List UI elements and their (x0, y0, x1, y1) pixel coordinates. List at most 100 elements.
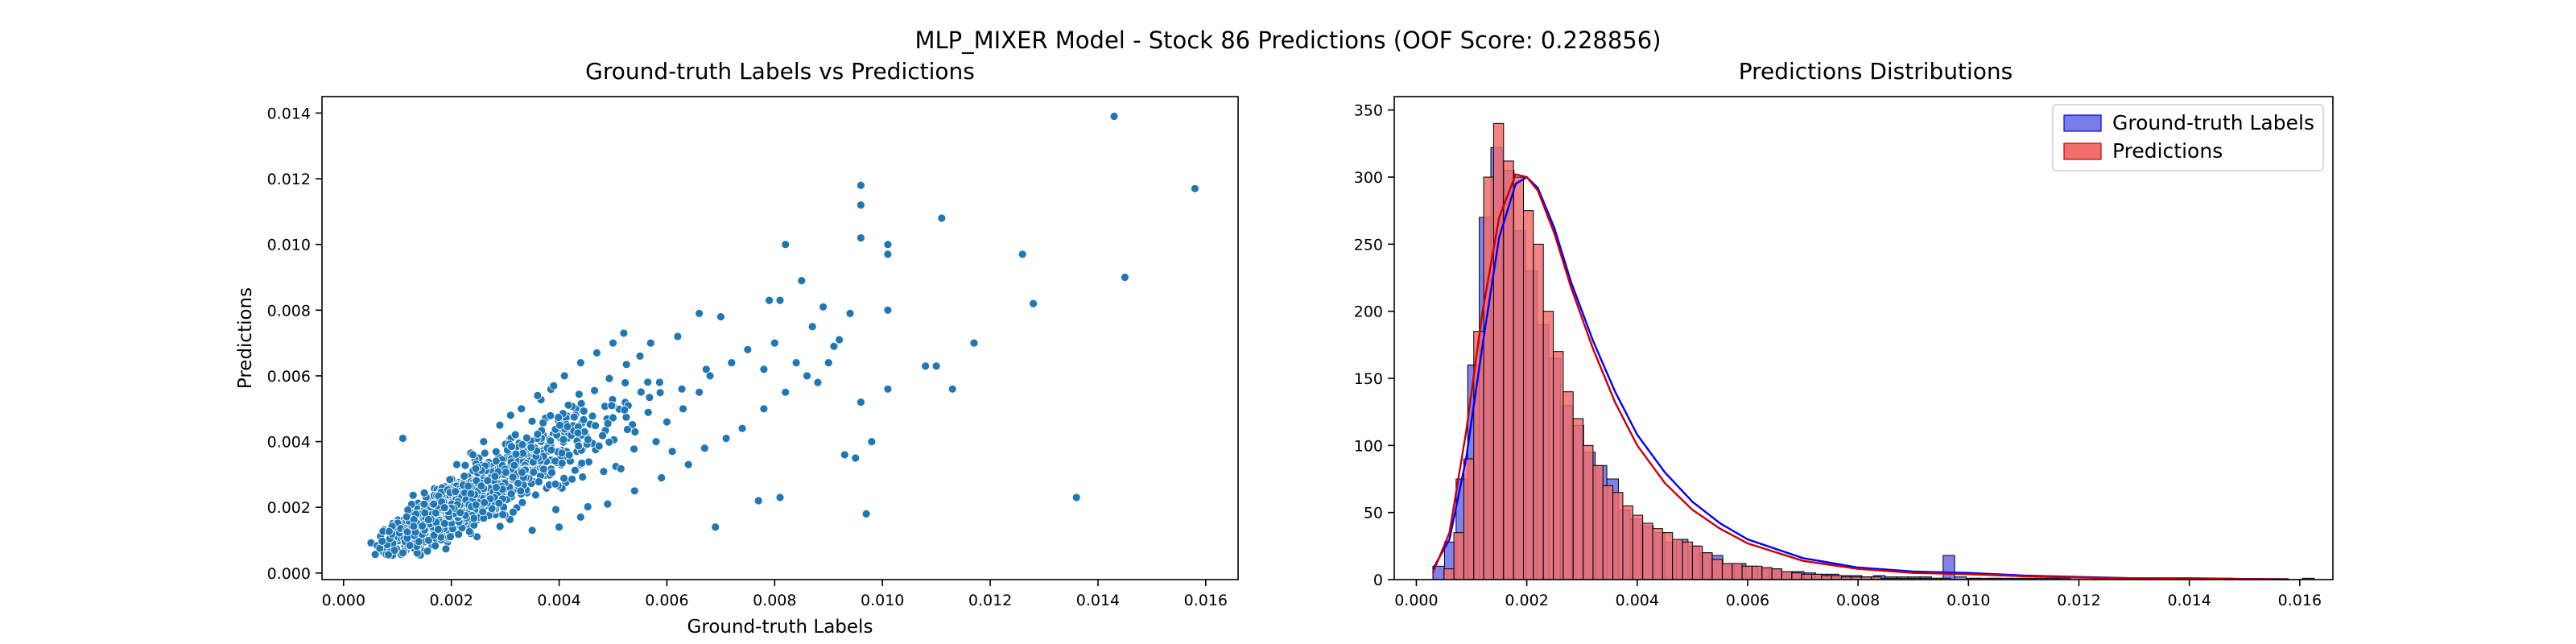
scatter-point (559, 435, 568, 444)
scatter-point (507, 442, 516, 452)
scatter-point (630, 427, 640, 436)
legend-swatch-ground-truth (2063, 114, 2102, 132)
scatter-point (517, 404, 526, 414)
scatter-point (531, 490, 540, 500)
scatter-point (576, 398, 586, 408)
scatter-point (510, 430, 520, 440)
scatter-point (857, 398, 865, 407)
histogram-x-tick-label: 0.002 (1505, 592, 1548, 609)
scatter-point (460, 472, 469, 481)
histogram-bar (1492, 122, 1505, 580)
scatter-x-tick-label: 0.012 (968, 592, 1012, 609)
scatter-point (643, 378, 653, 387)
scatter-point (621, 412, 631, 422)
scatter-x-ticks: 0.000 0.002 0.004 0.006 0.008 0.010 0.012 0.014… (322, 580, 1228, 609)
histogram-bar (1453, 532, 1464, 580)
scatter-point (931, 361, 941, 371)
scatter-point (588, 411, 597, 421)
scatter-x-tick-label: 0.004 (537, 592, 580, 609)
histogram-bar (1553, 351, 1564, 580)
scatter-point (547, 445, 556, 455)
scatter-point (861, 510, 871, 518)
scatter-point (549, 381, 559, 390)
histogram-y-tick-label: 350 (1354, 102, 1383, 120)
scatter-point (765, 295, 774, 305)
scatter-point (603, 499, 613, 509)
scatter-axes-frame (321, 96, 1239, 580)
scatter-point (390, 546, 399, 555)
scatter-point (398, 434, 407, 443)
scatter-point (1018, 250, 1027, 259)
scatter-point (603, 419, 613, 428)
scatter-point (579, 415, 588, 424)
histogram-bar (1801, 573, 1813, 580)
scatter-point (655, 388, 665, 398)
scatter-point (469, 450, 477, 460)
scatter-point (867, 437, 877, 446)
scatter-point (526, 443, 536, 452)
scatter-point (424, 515, 433, 524)
scatter-point (829, 341, 839, 351)
scatter-point (630, 486, 639, 496)
scatter-y-tick-label: 0.006 (267, 368, 311, 386)
scatter-point (1071, 493, 1081, 502)
scatter-point (621, 360, 631, 369)
scatter-point (598, 431, 607, 440)
scatter-point (791, 358, 801, 368)
scatter-point (546, 411, 555, 420)
kde-line-predictions (1431, 173, 2289, 580)
histogram-bar (1721, 563, 1733, 580)
legend-label-predictions: Predictions (2112, 139, 2223, 163)
scatter-point (451, 487, 460, 496)
scatter-point (667, 447, 677, 456)
scatter-point (570, 465, 580, 475)
scatter-point (883, 240, 893, 250)
scatter-point (569, 412, 579, 422)
scatter-point (737, 423, 747, 433)
histogram-bar (1781, 571, 1793, 580)
scatter-point (409, 522, 419, 531)
scatter-point (557, 459, 567, 468)
scatter-point (695, 387, 704, 397)
scatter-x-tick-label: 0.000 (322, 592, 365, 609)
scatter-point (969, 338, 979, 348)
histogram-bar (1811, 573, 1823, 580)
scatter-point (511, 449, 521, 459)
scatter-point (635, 351, 645, 361)
scatter-point (551, 505, 560, 514)
legend-box (2052, 104, 2324, 171)
scatter-point (1191, 184, 1199, 193)
scatter-x-tick-label: 0.008 (753, 592, 796, 609)
scatter-point (819, 302, 828, 312)
scatter-point (563, 422, 572, 431)
scatter-point (813, 378, 823, 387)
scatter-xlabel: Ground-truth Labels (687, 617, 873, 638)
histogram-bars-predictions (1443, 122, 2031, 580)
scatter-point (384, 526, 394, 536)
scatter-x-tick-label: 0.010 (861, 592, 904, 609)
scatter-point (651, 437, 661, 446)
scatter-point (797, 276, 807, 286)
scatter-point (857, 180, 865, 190)
histogram-x-tick-label: 0.000 (1394, 592, 1438, 609)
scatter-point (501, 468, 510, 477)
scatter-point (636, 387, 646, 397)
scatter-point (579, 407, 588, 416)
scatter-point (533, 390, 543, 400)
histogram-y-tick-label: 100 (1354, 437, 1383, 455)
scatter-point (609, 413, 617, 423)
figure-suptitle: MLP_MIXER Model - Stock 86 Predictions (… (914, 27, 1661, 54)
histogram-title: Predictions Distributions (1739, 58, 2013, 85)
scatter-point (683, 460, 693, 469)
scatter-point (529, 468, 539, 477)
scatter-point (621, 378, 630, 387)
scatter-point (623, 425, 632, 434)
scatter-point (446, 532, 455, 541)
histogram-bar (1523, 210, 1534, 580)
scatter-y-tick-label: 0.008 (267, 302, 311, 320)
histogram-bar (1771, 568, 1782, 580)
histogram-y-tick-label: 150 (1354, 370, 1383, 388)
histogram-axes-frame (1393, 96, 2334, 580)
scatter-panel: Ground-truth Labels vs Predictions 0.000… (235, 58, 1239, 638)
histogram-bar (1602, 485, 1614, 580)
